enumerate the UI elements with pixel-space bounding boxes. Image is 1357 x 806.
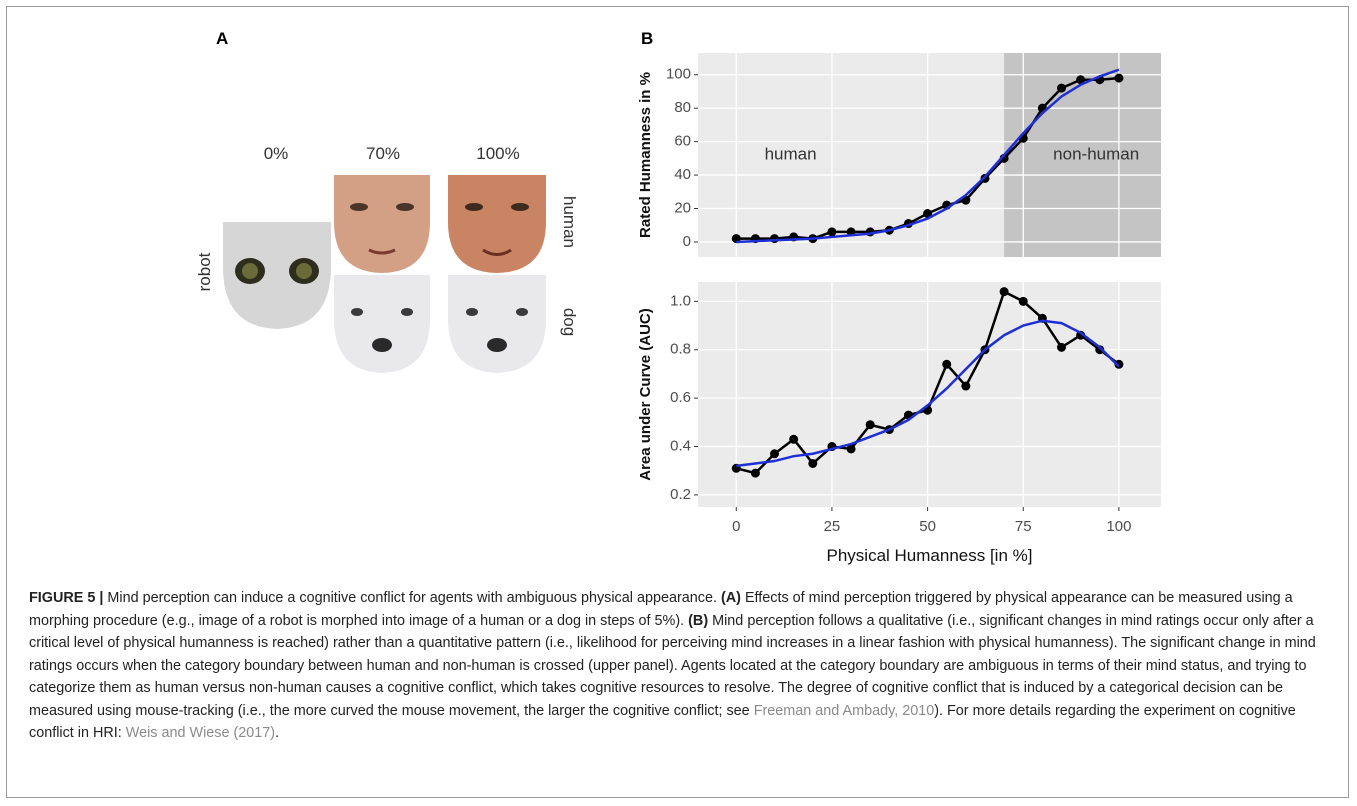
annotation: human (765, 144, 817, 163)
caption: FIGURE 5 | Mind perception can induce a … (29, 587, 1341, 745)
annotation: non-human (1053, 144, 1139, 163)
y-axis-label: Rated Humanness in % (637, 72, 654, 238)
human-face (448, 175, 546, 273)
page: {"panel_labels": ["A", "B"], "morph": {"… (0, 0, 1357, 806)
panel-label: B (641, 29, 653, 48)
x-axis-label: Physical Humanness [in %] (827, 546, 1033, 565)
data-point (1019, 297, 1028, 306)
data-point (770, 234, 779, 243)
y-tick-label: 1.0 (670, 292, 691, 309)
dog-face (334, 275, 430, 373)
data-point (1114, 74, 1123, 83)
agent-label: robot (195, 252, 214, 291)
y-tick-label: 0.8 (670, 341, 691, 358)
data-point (827, 227, 836, 236)
agent-label: human (560, 196, 579, 248)
y-tick-label: 60 (674, 133, 691, 150)
x-tick-label: 100 (1106, 518, 1131, 535)
morph-level: 70% (366, 144, 400, 163)
y-tick-label: 80 (674, 99, 691, 116)
y-tick-label: 100 (666, 66, 691, 83)
data-point (751, 469, 760, 478)
y-tick-label: 0.2 (670, 486, 691, 503)
data-point (770, 449, 779, 458)
figure: A B 0% 70% 100% robot human dog 0 20 40 60 8… (6, 6, 1349, 798)
data-point (1000, 287, 1009, 296)
morph-level: 0% (264, 144, 289, 163)
x-tick-label: 0 (732, 518, 740, 535)
y-tick-label: 0 (683, 233, 691, 250)
data-point (942, 360, 951, 369)
caption-text: . (275, 725, 279, 741)
dog-face (448, 275, 546, 373)
data-point (961, 382, 970, 391)
panel-label: A (216, 29, 228, 48)
y-tick-label: 20 (674, 199, 691, 216)
data-point (866, 420, 875, 429)
caption-panel: (B) (688, 613, 708, 629)
y-axis-label: Area under Curve (AUC) (637, 308, 654, 481)
data-point (789, 435, 798, 444)
data-point (1057, 343, 1066, 352)
citation-link[interactable]: Freeman and Ambady, 2010 (754, 703, 935, 719)
human-face (334, 175, 430, 273)
morph-level: 100% (476, 144, 519, 163)
robot-face (223, 222, 331, 329)
y-tick-label: 0.4 (670, 437, 691, 454)
data-point (1057, 84, 1066, 93)
x-tick-label: 50 (919, 518, 936, 535)
caption-panel: (A) (721, 590, 741, 606)
caption-label: FIGURE 5 | (29, 590, 103, 606)
y-tick-label: 0.6 (670, 389, 691, 406)
citation-link[interactable]: Weis and Wiese (2017) (126, 725, 275, 741)
figure-graphics: A B 0% 70% 100% robot human dog 0 20 40 60 8… (7, 7, 1348, 577)
agent-label: dog (560, 308, 579, 336)
data-point (808, 459, 817, 468)
x-tick-label: 75 (1015, 518, 1032, 535)
y-tick-label: 40 (674, 166, 691, 183)
x-tick-label: 25 (824, 518, 841, 535)
plot-background (698, 282, 1161, 507)
caption-text: Mind perception can induce a cognitive c… (103, 590, 721, 606)
